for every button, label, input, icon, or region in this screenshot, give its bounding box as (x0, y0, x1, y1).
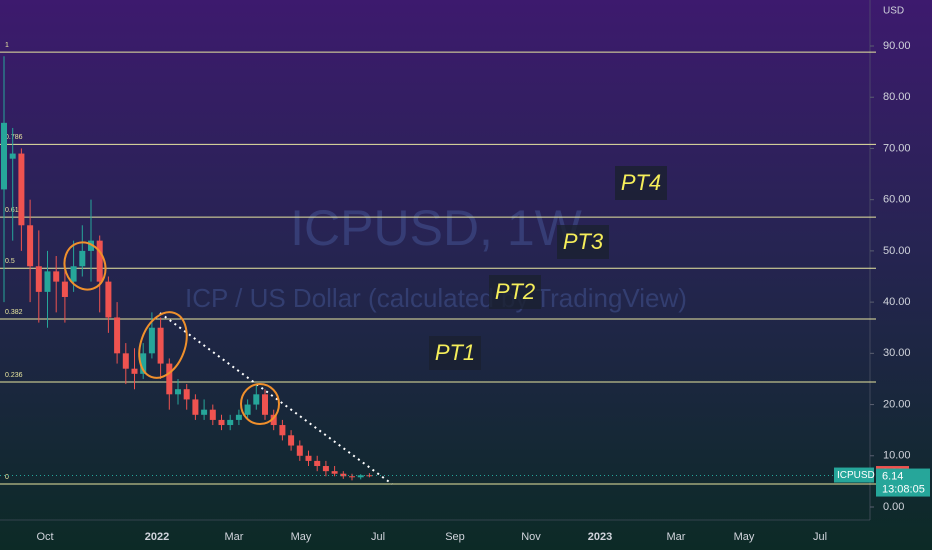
annotation-box (429, 336, 481, 370)
candle-body (140, 353, 147, 374)
candle-body (366, 475, 373, 477)
candle-body (322, 466, 329, 472)
candle-body (105, 281, 112, 318)
y-tick-label: 80.00 (883, 91, 911, 103)
fib-label: 0.236 (5, 372, 23, 379)
candle-body (27, 225, 34, 267)
x-tick-label: Sep (445, 531, 465, 543)
candle-body (157, 327, 164, 364)
fib-label: 1 (5, 42, 9, 49)
y-tick-label: 90.00 (883, 40, 911, 52)
candle-body (166, 363, 173, 395)
fib-label: 0 (5, 474, 9, 481)
candle-body (96, 240, 103, 282)
circle (240, 383, 280, 425)
candle-body (148, 327, 155, 354)
candle-body (349, 476, 355, 478)
candle-body (131, 368, 138, 374)
candle-body (175, 389, 181, 395)
annotation: PT3 (563, 229, 604, 254)
candle-body (270, 414, 277, 426)
candle-body (1, 122, 7, 190)
candle-body (79, 250, 86, 267)
x-tick-label: May (734, 531, 755, 543)
candle-body (9, 153, 16, 159)
candle-body (18, 153, 25, 226)
annotation-box (615, 166, 667, 200)
x-tick-label: 2023 (588, 531, 612, 543)
x-tick-label: Nov (521, 531, 541, 543)
candle-body (183, 389, 190, 400)
candle-body (244, 404, 251, 415)
candle-body (296, 445, 303, 456)
y-axis-label: USD (883, 6, 904, 17)
annotation-box (557, 225, 609, 259)
candle-body (192, 399, 199, 415)
watermark-subtitle: ICP / US Dollar (calculated by TradingVi… (185, 283, 687, 313)
candle-body (314, 460, 321, 467)
candle-body (114, 317, 121, 354)
candle-body (53, 271, 60, 282)
x-tick-label: 2022 (145, 531, 169, 543)
candle-body (227, 419, 234, 426)
x-tick-label: Mar (667, 531, 686, 543)
x-tick-label: Jul (813, 531, 827, 543)
fib-label: 0.786 (5, 134, 23, 141)
axes: 0.00 10.00 20.00 30.00 40.00 50.00 60.00 70.00 8… (36, 40, 910, 543)
annotation: PT2 (495, 279, 535, 304)
highlight-circles (63, 241, 280, 425)
x-tick-label: Mar (225, 531, 244, 543)
candle-body (340, 473, 347, 477)
y-tick-label: 50.00 (883, 245, 911, 257)
candle-body (305, 455, 312, 461)
candle-body (201, 409, 208, 415)
last-price-tag (876, 468, 930, 497)
candle-body (44, 271, 51, 292)
x-tick-label: Oct (36, 531, 53, 543)
y-tick-label: 70.00 (883, 142, 911, 154)
candle-body (70, 266, 77, 282)
last-price-label: 6.14 (882, 470, 903, 482)
candle-body (88, 240, 94, 251)
y-tick-label: 20.00 (883, 398, 911, 410)
y-tick-label: 40.00 (883, 296, 911, 308)
candle-body (35, 266, 42, 292)
candle-body (235, 414, 242, 420)
candle-body (279, 425, 286, 436)
fib-label: 0.618 (5, 207, 23, 214)
candle-body (262, 394, 268, 415)
annotation-box (489, 275, 541, 309)
candle-body (218, 419, 225, 426)
symbol-tag (834, 467, 874, 483)
fib-label: 0.5 (5, 258, 15, 265)
candle-body (122, 353, 129, 369)
candle-body (61, 281, 68, 297)
countdown: 13:08:05 (882, 483, 925, 495)
x-tick-label: May (291, 531, 312, 543)
trend-line (159, 312, 393, 485)
y-tick-label: 60.00 (883, 194, 911, 206)
fib-retracement: 1 0.786 0.618 0.5 0.382 0.236 0 (0, 42, 876, 485)
candle-body (209, 409, 216, 420)
y-tick-label: 0.00 (883, 501, 904, 513)
circle (138, 311, 188, 379)
annotation: PT1 (435, 340, 475, 365)
symbol-label: ICPUSD (837, 470, 875, 481)
annotation: PT4 (621, 170, 661, 195)
watermark: ICPUSD, 1W (290, 200, 583, 256)
x-tick-label: Jul (371, 531, 385, 543)
circle (63, 241, 107, 291)
candle-body (357, 475, 364, 478)
y-tick-label: 30.00 (883, 347, 911, 359)
fib-label: 0.382 (5, 309, 23, 316)
candle-body (288, 435, 295, 446)
y-tick-label: 10.00 (883, 450, 911, 462)
candle-body (331, 471, 338, 474)
candle-body (253, 394, 260, 405)
